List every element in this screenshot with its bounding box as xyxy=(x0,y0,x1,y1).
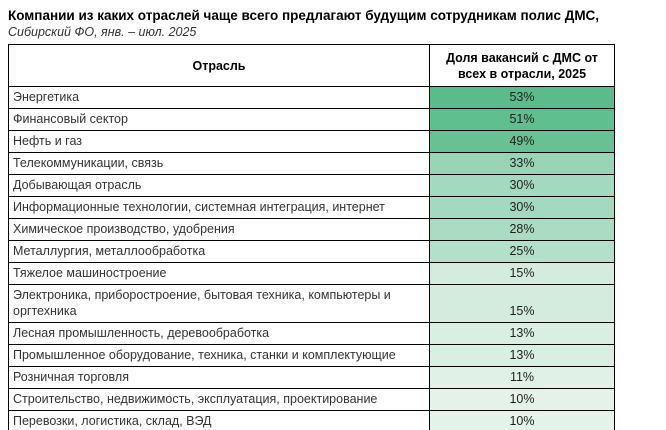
column-header-share: Доля вакансий с ДМС от всех в отрасли, 2… xyxy=(429,44,615,87)
industry-cell: Промышленное оборудование, техника, стан… xyxy=(8,344,430,367)
header-row: Отрасль Доля вакансий с ДМС от всех в от… xyxy=(8,44,615,87)
industry-cell: Добывающая отрасль xyxy=(8,174,430,197)
industry-cell: Тяжелое машиностроение xyxy=(8,262,430,285)
table-row: Телекоммуникации, связь 33% xyxy=(8,152,615,175)
dms-share-table: Отрасль Доля вакансий с ДМС от всех в от… xyxy=(8,44,615,430)
table-row: Добывающая отрасль 30% xyxy=(8,174,615,197)
industry-cell: Лесная промышленность, деревообработка xyxy=(8,322,430,345)
industry-cell: Электроника, приборостроение, бытовая те… xyxy=(8,284,430,323)
value-cell: 10% xyxy=(429,388,615,411)
industry-cell: Химическое производство, удобрения xyxy=(8,218,430,241)
value-cell: 10% xyxy=(429,410,615,430)
table-row: Лесная промышленность, деревообработка 13… xyxy=(8,322,615,345)
value-cell: 15% xyxy=(429,262,615,285)
value-cell: 13% xyxy=(429,344,615,367)
value-cell: 51% xyxy=(429,108,615,131)
table-row: Нефть и газ 49% xyxy=(8,130,615,153)
table-row: Электроника, приборостроение, бытовая те… xyxy=(8,284,615,323)
table-body: Энергетика 53% Финансовый сектор 51% Нефть и… xyxy=(8,86,615,430)
chart-subtitle: Сибирский ФО, янв. – июл. 2025 xyxy=(8,25,197,39)
value-cell: 53% xyxy=(429,86,615,109)
industry-cell: Строительство, недвижимость, эксплуатаци… xyxy=(8,388,430,411)
table-row: Металлургия, металлообработка 25% xyxy=(8,240,615,263)
table-row: Розничная торговля 11% xyxy=(8,366,615,389)
value-cell: 11% xyxy=(429,366,615,389)
industry-cell: Металлургия, металлообработка xyxy=(8,240,430,263)
table-row: Промышленное оборудование, техника, стан… xyxy=(8,344,615,367)
table-row: Тяжелое машиностроение 15% xyxy=(8,262,615,285)
value-cell: 49% xyxy=(429,130,615,153)
industry-cell: Розничная торговля xyxy=(8,366,430,389)
value-cell: 13% xyxy=(429,322,615,345)
table-row: Финансовый сектор 51% xyxy=(8,108,615,131)
value-cell: 28% xyxy=(429,218,615,241)
industry-cell: Перевозки, логистика, склад, ВЭД xyxy=(8,410,430,430)
industry-cell: Финансовый сектор xyxy=(8,108,430,131)
industry-cell: Информационные технологии, системная инт… xyxy=(8,196,430,219)
table-row: Энергетика 53% xyxy=(8,86,615,109)
industry-cell: Энергетика xyxy=(8,86,430,109)
table-row: Информационные технологии, системная инт… xyxy=(8,196,615,219)
industry-cell: Телекоммуникации, связь xyxy=(8,152,430,175)
column-header-industry: Отрасль xyxy=(8,44,430,87)
value-cell: 15% xyxy=(429,284,615,323)
table-row: Строительство, недвижимость, эксплуатаци… xyxy=(8,388,615,411)
table-row: Химическое производство, удобрения 28% xyxy=(8,218,615,241)
table-row: Перевозки, логистика, склад, ВЭД 10% xyxy=(8,410,615,430)
table-header: Отрасль Доля вакансий с ДМС от всех в от… xyxy=(8,44,615,87)
industry-cell: Нефть и газ xyxy=(8,130,430,153)
value-cell: 33% xyxy=(429,152,615,175)
value-cell: 30% xyxy=(429,196,615,219)
chart-title: Компании из каких отраслей чаще всего пр… xyxy=(8,8,600,23)
value-cell: 25% xyxy=(429,240,615,263)
value-cell: 30% xyxy=(429,174,615,197)
